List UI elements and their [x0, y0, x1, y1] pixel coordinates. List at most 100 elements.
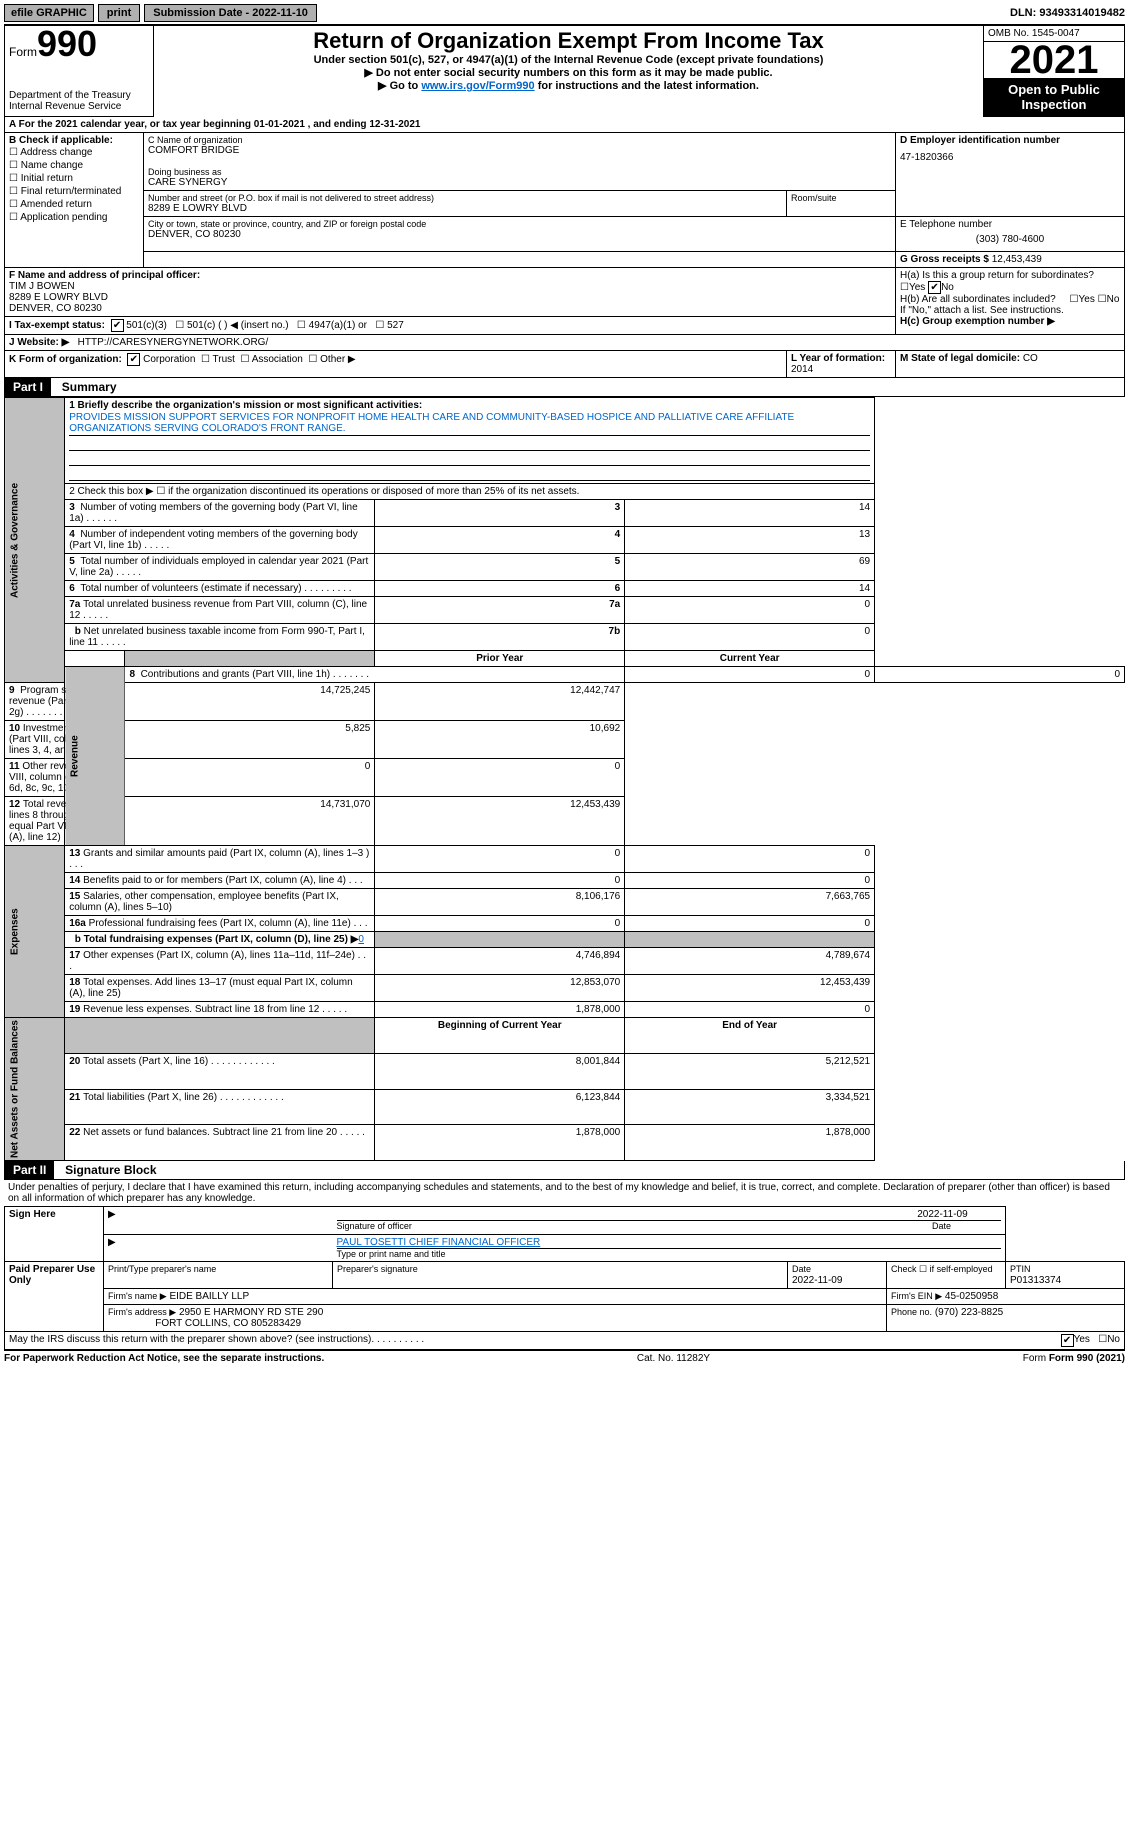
eoy-hdr: End of Year: [722, 1020, 777, 1031]
line-4-val: 13: [625, 527, 875, 554]
year-formation: 2014: [791, 364, 813, 375]
goto-post: for instructions and the latest informat…: [535, 80, 759, 92]
line-7b-val: 0: [625, 624, 875, 651]
side-netassets: Net Assets or Fund Balances: [5, 1018, 65, 1161]
cb-corp[interactable]: ✔: [127, 353, 140, 366]
side-revenue: Revenue: [65, 667, 125, 846]
website-url: HTTP://CARESYNERGYNETWORK.ORG/: [78, 337, 269, 348]
block-a: A For the 2021 calendar year, or tax yea…: [4, 117, 1125, 132]
side-expenses: Expenses: [5, 846, 65, 1018]
footer-pra: For Paperwork Reduction Act Notice, see …: [4, 1353, 324, 1364]
line-6-val: 14: [625, 581, 875, 597]
line-4-label: Number of independent voting members of …: [69, 529, 358, 551]
mission-label: 1 Briefly describe the organization's mi…: [69, 400, 422, 411]
part-2-title: Signature Block: [57, 1163, 156, 1177]
penalty-text: Under penalties of perjury, I declare th…: [4, 1180, 1125, 1206]
type-name-label: Type or print name and title: [337, 1249, 1002, 1259]
part-1-title: Summary: [54, 380, 117, 394]
officer-addr2: DENVER, CO 80230: [9, 303, 102, 314]
form-number: 990: [37, 23, 97, 64]
firm-addr1: 2950 E HARMONY RD STE 290: [179, 1307, 323, 1318]
submission-date: Submission Date - 2022-11-10: [144, 4, 317, 22]
part-2-header: Part II: [5, 1161, 54, 1179]
block-k-label: K Form of organization:: [9, 354, 122, 365]
mission-text: PROVIDES MISSION SUPPORT SERVICES FOR NO…: [69, 411, 870, 436]
org-name: COMFORT BRIDGE: [148, 145, 891, 156]
block-e-label: E Telephone number: [900, 219, 1120, 230]
h-c-row: H(c) Group exemption number ▶: [900, 316, 1120, 327]
cb-final-return[interactable]: ☐ Final return/terminated: [9, 185, 139, 198]
bcy-hdr: Beginning of Current Year: [438, 1020, 562, 1031]
officer-typed-name: PAUL TOSETTI CHIEF FINANCIAL OFFICER: [337, 1237, 1002, 1249]
prep-sig-label: Preparer's signature: [337, 1264, 783, 1274]
line-b-label: b Total fundraising expenses (Part IX, c…: [75, 934, 359, 945]
gross-receipts: 12,453,439: [992, 254, 1042, 265]
footer-cat: Cat. No. 11282Y: [637, 1353, 710, 1364]
footer-form: Form 990 (2021): [1049, 1353, 1125, 1364]
goto-pre: ▶ Go to: [378, 80, 421, 92]
discuss-row: May the IRS discuss this return with the…: [4, 1332, 1125, 1350]
c-city-label: City or town, state or province, country…: [148, 219, 891, 229]
dept-treasury: Department of the Treasury: [9, 90, 149, 101]
block-l-label: L Year of formation:: [791, 353, 885, 364]
block-i-label: I Tax-exempt status:: [9, 320, 105, 331]
block-b-label: B Check if applicable:: [9, 135, 113, 146]
h-b-row: H(b) Are all subordinates included? ☐Yes…: [900, 294, 1120, 305]
line-3-label: Number of voting members of the governin…: [69, 502, 357, 524]
irs-label: Internal Revenue Service: [9, 101, 149, 112]
goto-line: ▶ Go to www.irs.gov/Form990 for instruct…: [158, 79, 979, 92]
line-7a-label: Total unrelated business revenue from Pa…: [69, 599, 367, 621]
line-5-val: 69: [625, 554, 875, 581]
h-a-row: H(a) Is this a group return for subordin…: [900, 270, 1120, 294]
firm-ein: 45-0250958: [945, 1291, 998, 1302]
cb-app-pending[interactable]: ☐ Application pending: [9, 211, 139, 224]
goto-link[interactable]: www.irs.gov/Form990: [421, 80, 534, 92]
side-activities: Activities & Governance: [5, 398, 65, 683]
state-domicile: CO: [1023, 353, 1038, 364]
efile-button[interactable]: efile GRAPHIC: [4, 4, 94, 22]
c-name-label: C Name of organization: [148, 135, 891, 145]
cb-501c3[interactable]: ✔: [111, 319, 124, 332]
firm-phone: (970) 223-8825: [935, 1307, 1003, 1318]
signature-table: Sign Here ▶ 2022-11-09 Signature of offi…: [4, 1206, 1125, 1332]
sign-here: Sign Here: [5, 1207, 104, 1262]
line-6-label: Total number of volunteers (estimate if …: [80, 583, 301, 594]
paid-preparer: Paid Preparer Use Only: [5, 1262, 104, 1332]
cb-amended[interactable]: ☐ Amended return: [9, 198, 139, 211]
top-bar: efile GRAPHIC print Submission Date - 20…: [4, 4, 1125, 22]
line-5-label: Total number of individuals employed in …: [69, 556, 368, 578]
c-room-label: Room/suite: [791, 193, 891, 203]
cb-address-change[interactable]: ☐ Address change: [9, 146, 139, 159]
footer-form-label: Form: [1023, 1353, 1049, 1364]
form-header: Form990 Department of the Treasury Inter…: [4, 24, 1125, 117]
print-button[interactable]: print: [98, 4, 140, 22]
sig-date-label: Date: [932, 1221, 951, 1232]
firm-name: EIDE BAILLY LLP: [169, 1291, 249, 1302]
line-b-val: 0: [358, 934, 364, 945]
entity-info: B Check if applicable: ☐ Address change …: [4, 132, 1125, 378]
c-street-label: Number and street (or P.O. box if mail i…: [148, 193, 782, 203]
footer: For Paperwork Reduction Act Notice, see …: [4, 1350, 1125, 1366]
sig-officer-label: Signature of officer: [337, 1221, 412, 1232]
c-dba-label: Doing business as: [148, 167, 891, 177]
telephone: (303) 780-4600: [900, 230, 1120, 249]
self-employed-check[interactable]: Check ☐ if self-employed: [891, 1264, 993, 1274]
line-7a-val: 0: [625, 597, 875, 624]
prior-year-hdr: Prior Year: [476, 653, 523, 664]
cb-name-change[interactable]: ☐ Name change: [9, 159, 139, 172]
block-m-label: M State of legal domicile:: [900, 353, 1020, 364]
cb-initial-return[interactable]: ☐ Initial return: [9, 172, 139, 185]
form-subtitle: Under section 501(c), 527, or 4947(a)(1)…: [158, 54, 979, 66]
dln-text: DLN: 93493314019482: [1010, 7, 1125, 19]
block-a-text: A For the 2021 calendar year, or tax yea…: [9, 119, 420, 130]
org-dba: CARE SYNERGY: [148, 177, 891, 188]
org-city: DENVER, CO 80230: [148, 229, 891, 240]
part-1-header: Part I: [5, 378, 51, 396]
block-j-label: J Website: ▶: [9, 337, 69, 348]
line-2: 2 Check this box ▶ ☐ if the organization…: [65, 484, 875, 500]
discuss-yes[interactable]: ✔: [1061, 1334, 1074, 1347]
prep-date: 2022-11-09: [792, 1275, 842, 1286]
h-b-note: If "No," attach a list. See instructions…: [900, 305, 1120, 316]
block-d-label: D Employer identification number: [900, 135, 1060, 146]
officer-name: TIM J BOWEN: [9, 281, 75, 292]
